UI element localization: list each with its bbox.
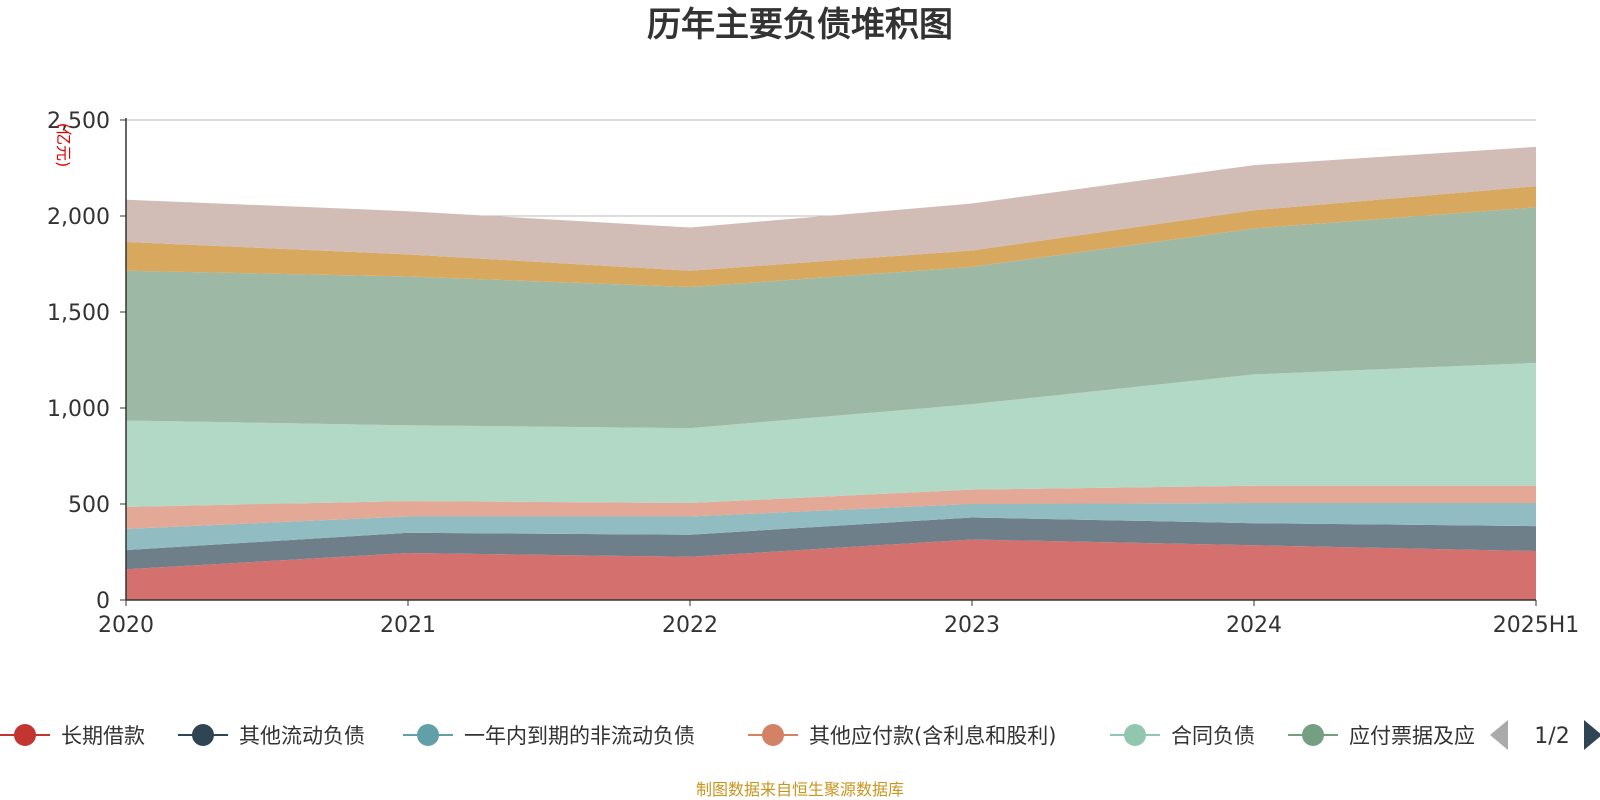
x-tick-label: 2025H1: [1493, 613, 1580, 638]
x-tick-label: 2024: [1226, 613, 1282, 638]
area-series-3: [126, 503, 1536, 551]
y-tick-label: 0: [96, 589, 110, 614]
chart-title: 历年主要负债堆积图: [647, 5, 953, 45]
area-series-7: [126, 186, 1536, 288]
legend-label-2: 其他流动负债: [239, 724, 365, 748]
legend-marker-4: [762, 724, 784, 746]
legend-label-4: 其他应付款(含利息和股利): [809, 724, 1056, 748]
area-series-6: [126, 207, 1536, 429]
legend-label-1: 长期借款: [61, 724, 145, 748]
legend-label-6: 应付票据及应: [1349, 724, 1475, 748]
x-tick-label: 2023: [944, 613, 1000, 638]
area-series-2: [126, 517, 1536, 570]
legend-marker-1: [14, 724, 36, 746]
y-tick-label: 2,000: [47, 205, 110, 230]
legend-pager: 1/2: [1490, 720, 1600, 750]
data-source-note: 制图数据来自恒生聚源数据库: [696, 780, 904, 799]
legend-marker-6: [1302, 724, 1324, 746]
y-tick-label: 1,000: [47, 397, 110, 422]
legend: 长期借款 其他流动负债 一年内到期的非流动负债 其他应付款(含利息和股利) 合同负债 应付…: [0, 724, 1475, 748]
x-tick-label: 2022: [662, 613, 718, 638]
legend-next-page-icon[interactable]: [1584, 720, 1600, 750]
area-series-5: [126, 362, 1536, 507]
x-tick-label: 2020: [98, 613, 154, 638]
x-tick-label: 2021: [380, 613, 436, 638]
legend-marker-5: [1124, 724, 1146, 746]
area-series-4: [126, 485, 1536, 529]
legend-label-3: 一年内到期的非流动负债: [464, 724, 695, 748]
y-tick-label: 1,500: [47, 301, 110, 326]
legend-marker-2: [192, 724, 214, 746]
y-tick-label: 2,500: [47, 109, 110, 134]
y-axis-unit-label: (亿元): [54, 123, 73, 168]
area-series-1: [126, 539, 1536, 600]
legend-page-indicator: 1/2: [1534, 724, 1569, 749]
legend-label-5: 合同负债: [1171, 724, 1255, 748]
y-tick-label: 500: [68, 493, 110, 518]
legend-marker-3: [417, 724, 439, 746]
legend-prev-page-icon[interactable]: [1490, 720, 1508, 750]
area-series-8: [126, 146, 1536, 271]
axes: 0 500 1,000 1,500 2,000 2,500 2020 2021 2022 2023…: [47, 109, 1579, 638]
area-series-group: [126, 146, 1536, 600]
